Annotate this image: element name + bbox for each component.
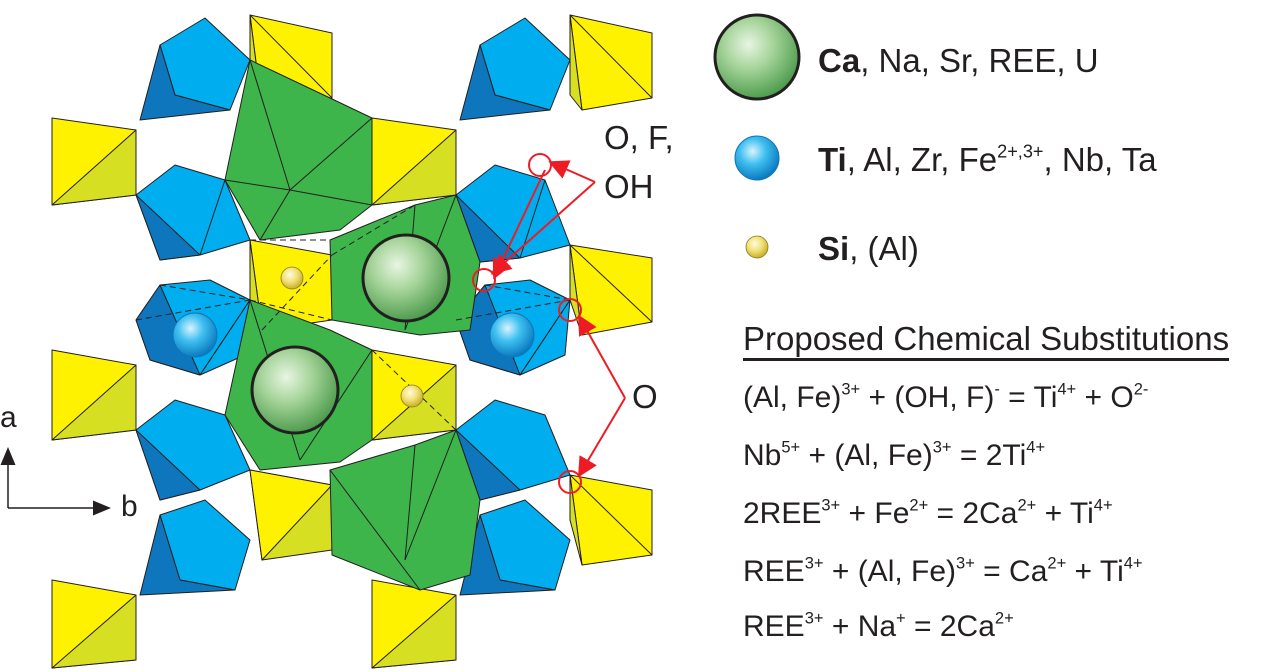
substitutions-heading: Proposed Chemical Substitutions bbox=[743, 321, 1230, 361]
anion-site-label: O, F, bbox=[604, 119, 674, 156]
equation-term: + Ti bbox=[1036, 497, 1094, 530]
equation-term: = Ti bbox=[999, 381, 1058, 414]
equation-term: 2REE bbox=[743, 497, 822, 530]
oxygen-site-label: O bbox=[632, 378, 658, 415]
legend-ti-sup: 2+,3+ bbox=[997, 141, 1044, 162]
legend-ti-tail: , Nb, Ta bbox=[1043, 141, 1157, 178]
equation-term: = Ca bbox=[974, 555, 1048, 588]
equation-charge: 2- bbox=[1133, 380, 1149, 399]
legend-si-rest: , (Al) bbox=[849, 230, 919, 267]
equation-charge: 2+ bbox=[1047, 554, 1067, 573]
equation-term: + Na bbox=[823, 610, 897, 643]
ti-sphere-icon bbox=[734, 135, 780, 181]
ti-octahedra bbox=[135, 17, 571, 596]
equation-charge: 4+ bbox=[1123, 554, 1143, 573]
equation-term: + (Al, Fe) bbox=[823, 555, 957, 588]
equation-term: + (OH, F) bbox=[860, 381, 995, 414]
ca-atom bbox=[250, 345, 340, 435]
equation-term: = 2Ca bbox=[905, 610, 995, 643]
ca-sphere-icon bbox=[713, 13, 801, 101]
anion-site-label-2: OH bbox=[604, 168, 654, 205]
atom-spheres bbox=[172, 233, 535, 435]
equation-term: = 2Ti bbox=[951, 439, 1027, 472]
substitution-equation: (Al, Fe)3+ + (OH, F)- = Ti4+ + O2- bbox=[743, 380, 1149, 414]
legend-ti-bold: Ti bbox=[818, 141, 847, 178]
legend-si: Si, (Al) bbox=[818, 232, 919, 265]
equation-charge: 3+ bbox=[804, 554, 824, 573]
equation-charge: - bbox=[994, 380, 1000, 399]
equation-charge: 3+ bbox=[932, 438, 952, 457]
equation-charge: 4+ bbox=[1026, 438, 1046, 457]
equation-charge: 4+ bbox=[1057, 380, 1077, 399]
equation-charge: 2+ bbox=[1017, 496, 1037, 515]
legend-ca: Ca, Na, Sr, REE, U bbox=[818, 44, 1099, 77]
si-atom bbox=[280, 266, 304, 290]
si-sphere-icon bbox=[745, 235, 769, 259]
axis-arrows bbox=[0, 447, 111, 516]
legend-ti: Ti, Al, Zr, Fe2+,3+, Nb, Ta bbox=[818, 141, 1157, 178]
equation-charge: 4+ bbox=[1093, 496, 1113, 515]
equation-term: REE bbox=[743, 555, 805, 588]
equation-term: + Ti bbox=[1066, 555, 1124, 588]
site-arrows bbox=[472, 153, 626, 494]
equation-charge: 2+ bbox=[994, 609, 1014, 628]
legend-icons bbox=[713, 13, 801, 259]
si-atom bbox=[400, 384, 424, 408]
legend-ca-rest: , Na, Sr, REE, U bbox=[860, 42, 1099, 79]
ti-atom bbox=[172, 312, 218, 358]
ca-atom bbox=[361, 233, 451, 323]
substitution-equation: 2REE3+ + Fe2+ = 2Ca2+ + Ti4+ bbox=[743, 496, 1113, 530]
substitution-equation: Nb5+ + (Al, Fe)3+ = 2Ti4+ bbox=[743, 438, 1046, 472]
axis-a-label: a bbox=[0, 401, 17, 434]
ti-atom bbox=[489, 312, 535, 358]
equation-charge: 5+ bbox=[781, 438, 801, 457]
equation-term: Nb bbox=[743, 439, 782, 472]
legend-ti-rest: , Al, Zr, Fe bbox=[846, 141, 998, 178]
equation-charge: 3+ bbox=[956, 554, 975, 573]
equation-term: + (Al, Fe) bbox=[800, 439, 933, 472]
legend-si-bold: Si bbox=[818, 230, 850, 267]
equation-term: + O bbox=[1076, 381, 1134, 414]
legend-ca-bold: Ca bbox=[818, 42, 861, 79]
equation-charge: 2+ bbox=[909, 496, 929, 515]
substitution-equation: REE3+ + Na+ = 2Ca2+ bbox=[743, 609, 1014, 643]
equation-term: + Fe bbox=[840, 497, 910, 530]
axis-b-label: b bbox=[121, 490, 138, 523]
equation-term: (Al, Fe) bbox=[743, 381, 842, 414]
equation-charge: 3+ bbox=[821, 496, 841, 515]
equation-charge: + bbox=[896, 609, 906, 628]
equation-charge: 3+ bbox=[841, 380, 861, 399]
substitution-equation: REE3+ + (Al, Fe)3+ = Ca2+ + Ti4+ bbox=[743, 554, 1143, 588]
equation-term: = 2Ca bbox=[928, 497, 1018, 530]
equation-charge: 3+ bbox=[804, 609, 824, 628]
equation-term: REE bbox=[743, 610, 805, 643]
